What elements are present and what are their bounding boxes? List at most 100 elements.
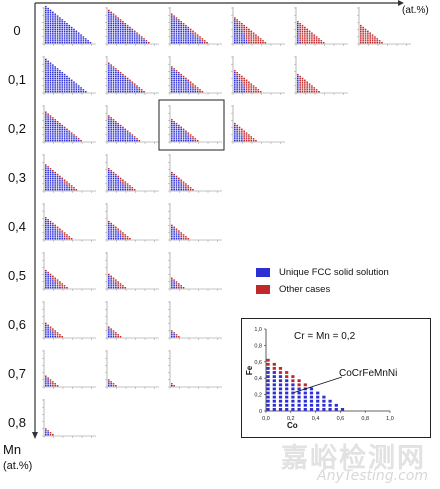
- composition-point: [243, 91, 245, 93]
- composition-point: [236, 124, 238, 127]
- composition-point: [115, 232, 117, 234]
- composition-point: [52, 81, 54, 83]
- composition-point: [45, 121, 47, 123]
- composition-point: [117, 79, 119, 81]
- composition-point: [49, 434, 52, 436]
- composition-point: [175, 36, 178, 38]
- composition-point: [56, 89, 59, 91]
- composition-point: [112, 181, 115, 183]
- composition-point: [59, 181, 61, 183]
- composition-point: [108, 175, 110, 178]
- composition-point: [178, 85, 180, 87]
- composition-point: [180, 89, 182, 91]
- composition-point: [49, 177, 52, 179]
- composition-point: [238, 91, 241, 93]
- composition-point: [301, 91, 304, 93]
- inset-point: [285, 399, 289, 403]
- composition-point: [171, 283, 173, 285]
- composition-point: [182, 138, 185, 140]
- inset-point: [266, 367, 270, 370]
- composition-point: [52, 124, 54, 127]
- composition-point: [371, 40, 374, 42]
- composition-point: [110, 226, 112, 228]
- composition-point: [66, 77, 68, 80]
- composition-point: [259, 40, 262, 42]
- composition-point: [45, 281, 47, 283]
- composition-point: [73, 30, 75, 32]
- composition-point: [117, 122, 119, 125]
- composition-point: [175, 134, 178, 136]
- composition-point: [297, 87, 299, 89]
- composition-point: [171, 285, 173, 287]
- composition-point: [49, 68, 52, 70]
- composition-point: [49, 75, 52, 78]
- composition-point: [54, 121, 56, 123]
- composition-point: [171, 91, 173, 93]
- composition-point: [297, 91, 299, 93]
- composition-point: [47, 236, 49, 238]
- composition-point: [49, 171, 52, 174]
- composition-point: [147, 42, 150, 44]
- composition-panel: [158, 99, 225, 151]
- composition-point: [250, 38, 253, 40]
- composition-point: [115, 138, 117, 140]
- composition-point: [248, 83, 250, 85]
- composition-point: [110, 134, 112, 136]
- composition-point: [234, 32, 236, 34]
- composition-point: [63, 138, 66, 140]
- composition-point: [178, 126, 180, 129]
- composition-point: [108, 32, 110, 34]
- composition-point: [201, 40, 204, 42]
- inset-x-tick-label: 0,4: [312, 416, 320, 422]
- composition-point: [63, 75, 66, 78]
- composition-point: [77, 34, 80, 36]
- composition-point: [187, 238, 190, 240]
- composition-point: [49, 73, 52, 76]
- composition-point: [108, 70, 110, 72]
- composition-point: [259, 38, 262, 40]
- composition-point: [122, 91, 124, 93]
- composition-point: [54, 83, 56, 85]
- composition-point: [236, 130, 238, 132]
- composition-point: [119, 36, 122, 38]
- composition-point: [171, 226, 173, 228]
- composition-point: [236, 75, 238, 78]
- composition-point: [245, 28, 248, 31]
- composition-point: [49, 330, 52, 332]
- composition-point: [61, 283, 64, 285]
- composition-point: [63, 126, 66, 129]
- composition-point: [122, 73, 124, 76]
- composition-point: [45, 383, 47, 385]
- composition-point: [54, 332, 56, 334]
- composition-point: [304, 91, 306, 93]
- composition-point: [47, 271, 49, 274]
- composition-point: [178, 77, 180, 80]
- composition-point: [115, 124, 117, 127]
- composition-point: [112, 232, 115, 234]
- composition-point: [108, 36, 110, 38]
- composition-panel: [168, 56, 222, 95]
- composition-point: [112, 70, 115, 72]
- composition-point: [110, 171, 112, 174]
- composition-point: [56, 230, 59, 232]
- composition-point: [301, 24, 304, 27]
- composition-point: [299, 89, 301, 91]
- composition-point: [124, 130, 127, 132]
- composition-point: [45, 140, 47, 142]
- composition-point: [236, 85, 238, 87]
- inset-point: [266, 399, 270, 403]
- composition-point: [52, 30, 54, 32]
- composition-point: [238, 75, 241, 78]
- composition-point: [171, 75, 173, 78]
- row-label: 0,6: [7, 317, 27, 332]
- composition-point: [54, 236, 56, 238]
- composition-point: [187, 81, 190, 83]
- composition-point: [250, 91, 253, 93]
- composition-point: [187, 138, 190, 140]
- composition-point: [122, 85, 124, 87]
- composition-point: [194, 32, 197, 34]
- composition-point: [238, 40, 241, 42]
- composition-point: [66, 140, 68, 142]
- row-label: 0,2: [7, 121, 27, 136]
- composition-point: [66, 183, 68, 185]
